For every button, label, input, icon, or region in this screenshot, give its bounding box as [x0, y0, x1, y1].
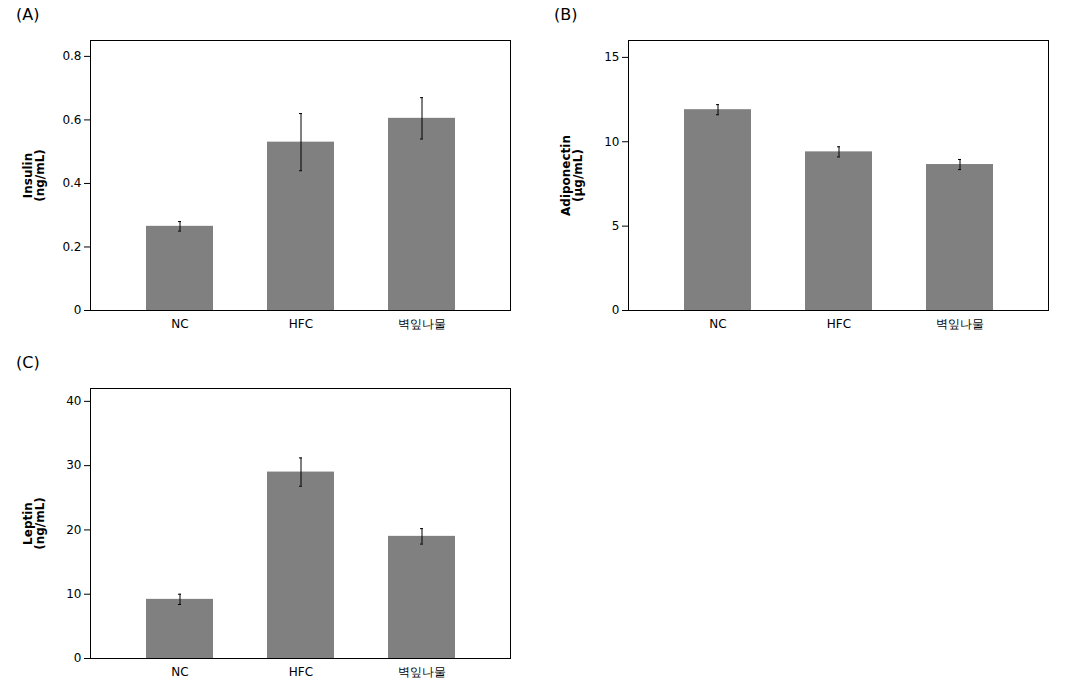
svg-text:Insulin(ng/mL): Insulin(ng/mL): [21, 149, 47, 202]
svg-text:NC: NC: [709, 317, 726, 331]
svg-text:벽잎나물: 벽잎나물: [936, 317, 984, 331]
svg-text:HFC: HFC: [827, 317, 851, 331]
svg-text:0.6: 0.6: [62, 113, 81, 127]
svg-text:벽잎나물: 벽잎나물: [398, 317, 446, 331]
svg-text:NC: NC: [171, 665, 188, 679]
svg-text:0.4: 0.4: [62, 176, 81, 190]
html-text:(B): (B): [554, 5, 578, 24]
svg-text:HFC: HFC: [289, 665, 313, 679]
svg-text:40: 40: [66, 394, 81, 408]
svg-text:10: 10: [604, 135, 619, 149]
svg-text:20: 20: [66, 523, 81, 537]
svg-text:15: 15: [604, 50, 619, 64]
svg-text:0: 0: [612, 303, 620, 317]
svg-text:0: 0: [74, 651, 82, 665]
svg-text:0.2: 0.2: [62, 240, 81, 254]
svg-text:0: 0: [74, 303, 82, 317]
svg-text:Leptin(ng/mL): Leptin(ng/mL): [21, 497, 47, 550]
svg-text:30: 30: [66, 458, 81, 472]
svg-text:HFC: HFC: [289, 317, 313, 331]
svg-text:10: 10: [66, 587, 81, 601]
html-text:(A): (A): [16, 5, 40, 24]
svg-text:0.8: 0.8: [62, 49, 81, 63]
svg-text:벽잎나물: 벽잎나물: [398, 665, 446, 679]
svg-text:Adiponectin(μg/mL): Adiponectin(μg/mL): [559, 135, 585, 216]
svg-text:5: 5: [612, 219, 620, 233]
svg-text:NC: NC: [171, 317, 188, 331]
html-text:(C): (C): [16, 353, 40, 372]
